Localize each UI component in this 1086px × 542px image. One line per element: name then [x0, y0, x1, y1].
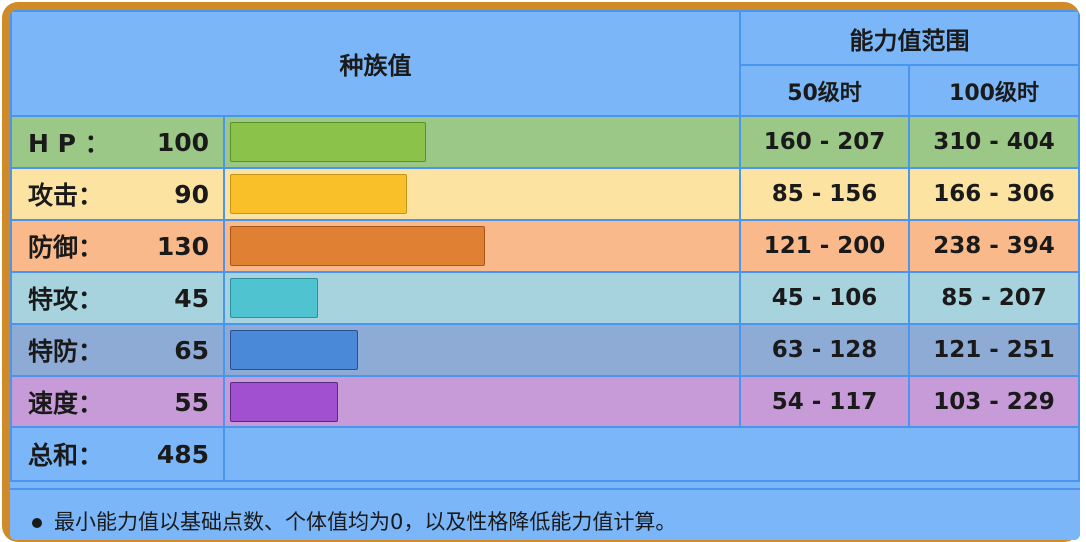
range-lv50: 54 - 117	[739, 375, 910, 429]
total-label-cell: 总和： 485	[10, 426, 225, 482]
footnote-text: 最小能力值以基础点数、个体值均为0，以及性格降低能力值计算。	[54, 510, 677, 534]
stat-label-cell: H P ： 100	[10, 115, 225, 169]
range-lv100: 103 - 229	[908, 375, 1080, 429]
stat-row: 速度： 55 54 - 117 103 - 229	[10, 375, 1080, 429]
range-lv50: 121 - 200	[739, 219, 910, 273]
total-row: 总和： 485	[10, 426, 1080, 488]
footnote: 最小能力值以基础点数、个体值均为0，以及性格降低能力值计算。	[10, 488, 1080, 540]
total-label: 总和：	[28, 441, 104, 470]
stat-row: 攻击： 90 85 - 156 166 - 306	[10, 167, 1080, 221]
stat-bar-cell	[223, 219, 741, 273]
stat-label-cell: 攻击： 90	[10, 167, 225, 221]
total-empty-cell	[223, 426, 1080, 482]
stat-bar	[230, 382, 338, 422]
stat-bar	[230, 330, 358, 370]
header-lv100-label: 100级时	[949, 80, 1039, 106]
stat-row: 防御： 130 121 - 200 238 - 394	[10, 219, 1080, 273]
bullet-icon	[32, 518, 42, 528]
stat-label: 特攻：	[28, 285, 104, 314]
range-lv50: 160 - 207	[739, 115, 910, 169]
range-lv100: 238 - 394	[908, 219, 1080, 273]
stat-bar-cell	[223, 375, 741, 429]
stat-value: 45	[174, 283, 209, 313]
stat-value: 90	[174, 179, 209, 209]
stats-table: 种族值 能力值范围 50级时 100级时 H P ： 100 160 - 207 31…	[10, 10, 1080, 540]
stat-row: 特防： 65 63 - 128 121 - 251	[10, 323, 1080, 377]
header-base-stats-label: 种族值	[339, 52, 412, 80]
stat-label: 攻击：	[28, 181, 104, 210]
stat-bar-cell	[223, 271, 741, 325]
range-lv50: 45 - 106	[739, 271, 910, 325]
range-lv100: 310 - 404	[908, 115, 1080, 169]
stat-label-cell: 防御： 130	[10, 219, 225, 273]
header-range-label: 能力值范围	[849, 26, 970, 55]
stat-label: 防御：	[28, 233, 104, 262]
stat-value: 65	[174, 335, 209, 365]
stat-row: H P ： 100 160 - 207 310 - 404	[10, 115, 1080, 169]
stat-bar	[230, 174, 407, 214]
header-lv100: 100级时	[908, 64, 1080, 117]
stat-bar	[230, 122, 426, 162]
range-lv100: 166 - 306	[908, 167, 1080, 221]
header-lv50: 50级时	[739, 64, 910, 117]
stat-label-cell: 特攻： 45	[10, 271, 225, 325]
stat-bar-cell	[223, 323, 741, 377]
stat-label: H P ：	[28, 129, 110, 158]
stat-label: 速度：	[28, 389, 104, 418]
range-lv50: 85 - 156	[739, 167, 910, 221]
stat-bar-cell	[223, 167, 741, 221]
stat-value: 100	[156, 127, 209, 157]
range-lv50: 63 - 128	[739, 323, 910, 377]
header-base-stats: 种族值	[10, 10, 741, 117]
header-range: 能力值范围	[739, 10, 1080, 66]
stat-label-cell: 速度： 55	[10, 375, 225, 429]
stat-label-cell: 特防： 65	[10, 323, 225, 377]
stat-label: 特防：	[28, 337, 104, 366]
range-lv100: 85 - 207	[908, 271, 1080, 325]
stat-bar	[230, 226, 485, 266]
header-lv50-label: 50级时	[787, 80, 862, 106]
stat-row: 特攻： 45 45 - 106 85 - 207	[10, 271, 1080, 325]
stat-value: 55	[174, 387, 209, 417]
total-value: 485	[156, 439, 209, 469]
range-lv100: 121 - 251	[908, 323, 1080, 377]
stat-value: 130	[156, 231, 209, 261]
stat-bar	[230, 278, 318, 318]
stat-bar-cell	[223, 115, 741, 169]
